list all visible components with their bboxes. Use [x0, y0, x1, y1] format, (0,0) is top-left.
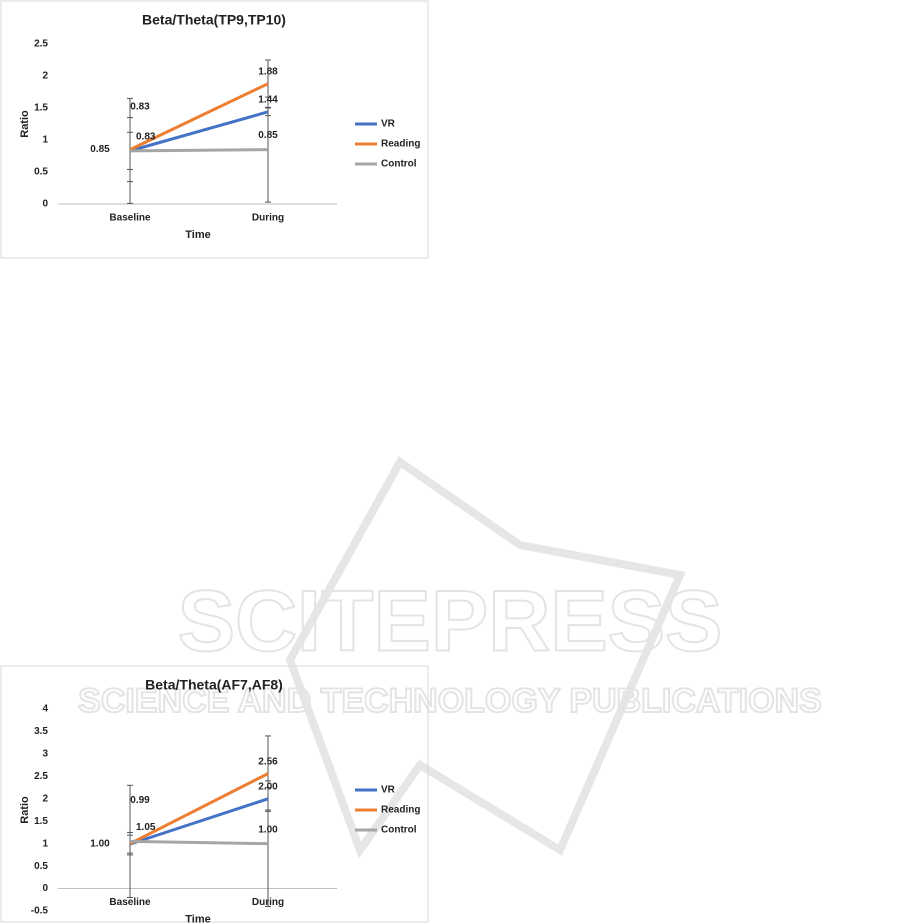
watermark-logo [285, 456, 686, 859]
watermark-title: SCITEPRESS [178, 574, 723, 670]
chart-frame [0, 0, 429, 259]
data-label: 0.85 [258, 130, 278, 141]
chart-frame [0, 665, 429, 923]
data-label: 2.00 [258, 781, 278, 792]
series-line [129, 110, 269, 153]
y-axis-label: Ratio [19, 110, 31, 138]
y-tick-label: 3.5 [34, 726, 48, 737]
data-label: 0.99 [130, 795, 150, 806]
data-label: 1.00 [90, 838, 110, 849]
data-label: 2.56 [258, 756, 278, 767]
y-tick-label: 2.5 [34, 39, 48, 50]
y-tick-label: 2.5 [34, 771, 48, 782]
data-label: 0.83 [136, 132, 156, 143]
y-tick-label: 1.5 [34, 816, 48, 827]
legend-label: Control [381, 825, 417, 836]
y-tick-label: 2 [42, 71, 48, 82]
legend-label: VR [381, 785, 396, 796]
y-tick-label: 0 [42, 199, 48, 210]
y-tick-label: 0 [42, 883, 48, 894]
x-axis-label: Time [185, 913, 210, 924]
y-tick-label: 1.5 [34, 103, 48, 114]
x-axis-label: Time [185, 229, 210, 241]
watermark-subtitle: SCIENCE AND TECHNOLOGY PUBLICATIONS [78, 682, 822, 720]
legend-label: VR [381, 119, 396, 130]
y-tick-label: 0.5 [34, 861, 48, 872]
data-label: 1.44 [258, 94, 278, 105]
series-line [129, 839, 269, 846]
series-line [129, 82, 269, 151]
y-tick-label: 2 [42, 793, 48, 804]
data-label: 0.83 [130, 102, 150, 113]
y-tick-label: 1 [42, 838, 48, 849]
chart-title: Beta/Theta(AF7,AF8) [145, 677, 283, 693]
legend-label: Reading [381, 805, 420, 816]
series-line [129, 148, 269, 153]
y-tick-label: 4 [42, 704, 48, 715]
series-line [129, 797, 269, 846]
x-tick-label: During [252, 213, 284, 224]
chart: Beta/Theta(TP9,TP10) 0 0.5 1 1.5 2 2.5 Baseline… [0, 0, 429, 259]
chart-title: Beta/Theta(TP9,TP10) [142, 12, 286, 28]
y-axis-label: Ratio [19, 796, 31, 824]
data-label: 1.88 [258, 66, 278, 77]
data-label: 1.05 [136, 822, 156, 833]
y-tick-label: 0.5 [34, 167, 48, 178]
x-tick-label: Baseline [109, 213, 151, 224]
y-tick-label: -0.5 [31, 906, 49, 917]
data-label: 1.00 [258, 824, 278, 835]
legend-label: Reading [381, 139, 420, 150]
legend-label: Control [381, 159, 417, 170]
data-label: 0.85 [90, 144, 110, 155]
y-tick-label: 3 [42, 749, 48, 760]
y-tick-label: 1 [42, 135, 48, 146]
x-tick-label: Baseline [109, 897, 151, 908]
chart: Beta/Theta(AF7,AF8) -0.5 0 0.5 1 1.5 2 2.5 3 3.5 4… [0, 665, 429, 924]
series-line [129, 772, 269, 846]
watermark: SCITEPRESS SCIENCE AND TECHNOLOGY PUBLIC… [77, 456, 823, 859]
